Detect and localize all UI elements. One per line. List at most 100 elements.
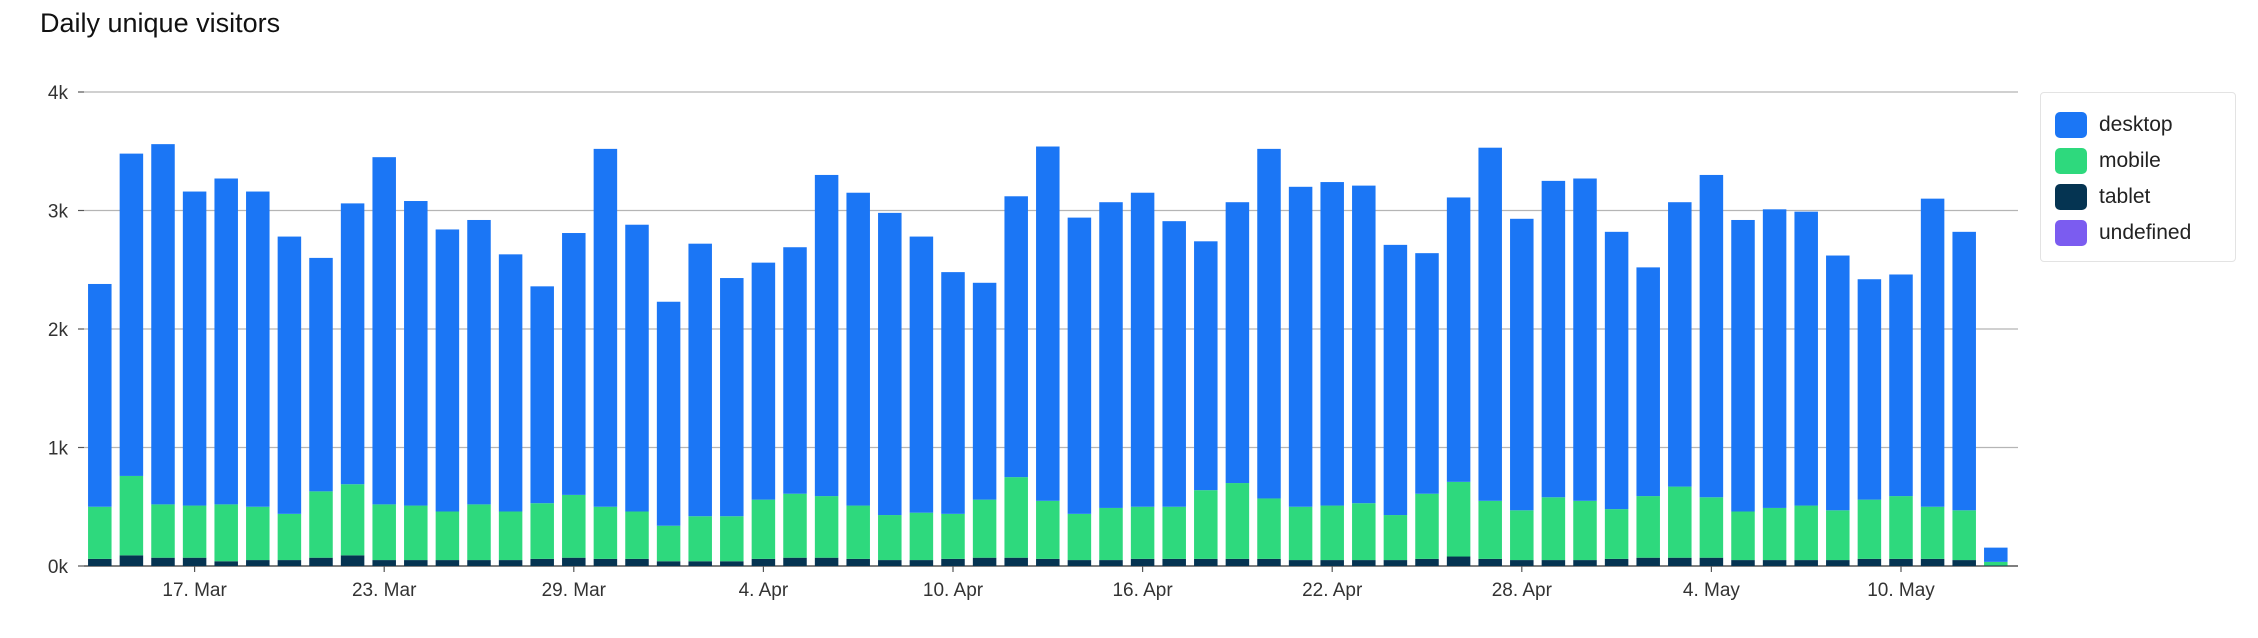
bar-segment-mobile[interactable] — [1541, 497, 1566, 561]
bar-segment-tablet[interactable] — [1794, 560, 1818, 566]
bar-segment-desktop[interactable] — [1225, 202, 1250, 484]
bar-segment-tablet[interactable] — [1636, 557, 1660, 566]
bar-segment-desktop[interactable] — [1130, 192, 1155, 507]
bar-segment-mobile[interactable] — [972, 499, 997, 558]
bar-segment-desktop[interactable] — [1794, 211, 1818, 506]
bar-segment-tablet[interactable] — [1162, 558, 1186, 566]
bar-segment-tablet[interactable] — [1004, 557, 1028, 566]
bar-segment-desktop[interactable] — [1762, 209, 1787, 508]
bar-segment-desktop[interactable] — [688, 243, 712, 517]
bar-segment-mobile[interactable] — [1636, 496, 1660, 558]
bar-segment-tablet[interactable] — [1699, 557, 1724, 566]
bar-segment-mobile[interactable] — [846, 505, 870, 559]
bar-segment-mobile[interactable] — [1099, 507, 1123, 561]
bar-segment-desktop[interactable] — [1826, 255, 1850, 511]
bar-segment-desktop[interactable] — [1036, 146, 1060, 501]
bar-segment-mobile[interactable] — [1320, 505, 1344, 561]
bar-segment-tablet[interactable] — [783, 557, 807, 566]
bar-segment-tablet[interactable] — [498, 560, 523, 566]
bar-segment-mobile[interactable] — [1699, 497, 1724, 558]
bar-segment-tablet[interactable] — [1478, 558, 1502, 566]
bar-segment-desktop[interactable] — [1067, 217, 1092, 514]
bar-segment-tablet[interactable] — [1857, 558, 1882, 566]
bar-segment-desktop[interactable] — [404, 201, 428, 506]
bar-segment-desktop[interactable] — [751, 262, 776, 500]
bar-segment-tablet[interactable] — [530, 558, 554, 566]
bar-segment-tablet[interactable] — [435, 560, 460, 566]
bar-segment-mobile[interactable] — [783, 493, 807, 558]
bar-segment-mobile[interactable] — [1668, 486, 1692, 558]
bar-segment-tablet[interactable] — [1920, 558, 1945, 566]
bar-segment-tablet[interactable] — [1762, 560, 1787, 566]
bar-segment-tablet[interactable] — [1952, 560, 1976, 566]
bar-segment-tablet[interactable] — [1099, 560, 1123, 566]
bar-segment-desktop[interactable] — [372, 157, 396, 505]
bar-segment-tablet[interactable] — [1257, 558, 1281, 566]
bar-segment-desktop[interactable] — [119, 153, 144, 476]
bar-segment-tablet[interactable] — [151, 557, 175, 566]
bar-segment-mobile[interactable] — [435, 511, 460, 561]
bar-segment-mobile[interactable] — [246, 506, 270, 561]
bar-segment-mobile[interactable] — [467, 504, 491, 561]
bar-segment-tablet[interactable] — [720, 561, 744, 566]
legend-item-undefined[interactable]: undefined — [2055, 215, 2235, 251]
bar-segment-desktop[interactable] — [1194, 241, 1218, 491]
bar-segment-desktop[interactable] — [1004, 196, 1028, 478]
bar-segment-desktop[interactable] — [1320, 182, 1344, 506]
bar-segment-mobile[interactable] — [1952, 510, 1976, 561]
bar-segment-desktop[interactable] — [530, 286, 554, 504]
bar-segment-tablet[interactable] — [1604, 558, 1629, 566]
bar-segment-mobile[interactable] — [1826, 510, 1850, 561]
bar-segment-desktop[interactable] — [467, 219, 491, 505]
bar-segment-tablet[interactable] — [814, 557, 839, 566]
bar-segment-desktop[interactable] — [1573, 178, 1597, 501]
bar-segment-tablet[interactable] — [1036, 558, 1060, 566]
bar-segment-mobile[interactable] — [1383, 515, 1408, 561]
bar-segment-tablet[interactable] — [846, 558, 870, 566]
bar-segment-tablet[interactable] — [1826, 560, 1850, 566]
bar-segment-desktop[interactable] — [1731, 219, 1755, 512]
bar-segment-tablet[interactable] — [878, 560, 902, 566]
bar-segment-tablet[interactable] — [309, 557, 333, 566]
bar-segment-tablet[interactable] — [909, 560, 934, 566]
bar-segment-mobile[interactable] — [1573, 500, 1597, 561]
bar-segment-mobile[interactable] — [1762, 507, 1787, 561]
bar-segment-mobile[interactable] — [625, 511, 649, 559]
bar-segment-tablet[interactable] — [1446, 556, 1471, 566]
bar-segment-tablet[interactable] — [562, 557, 586, 566]
bar-segment-mobile[interactable] — [814, 496, 839, 558]
bar-segment-desktop[interactable] — [1352, 185, 1376, 504]
bar-segment-tablet[interactable] — [88, 558, 112, 566]
bar-segment-mobile[interactable] — [1162, 506, 1186, 559]
bar-segment-mobile[interactable] — [1194, 490, 1218, 559]
bar-segment-tablet[interactable] — [688, 561, 712, 566]
bar-segment-tablet[interactable] — [1320, 560, 1344, 566]
bar-segment-mobile[interactable] — [309, 491, 333, 558]
bar-segment-tablet[interactable] — [1984, 565, 2008, 566]
bar-segment-desktop[interactable] — [846, 192, 870, 506]
bar-segment-mobile[interactable] — [1004, 477, 1028, 558]
bar-segment-mobile[interactable] — [1415, 493, 1439, 559]
legend-item-desktop[interactable]: desktop — [2055, 107, 2235, 143]
legend-item-tablet[interactable]: tablet — [2055, 179, 2235, 215]
bar-segment-desktop[interactable] — [246, 191, 270, 507]
bar-segment-tablet[interactable] — [372, 560, 396, 566]
bar-segment-desktop[interactable] — [1099, 202, 1123, 508]
bar-segment-desktop[interactable] — [1541, 180, 1566, 498]
bar-segment-desktop[interactable] — [909, 236, 934, 513]
bar-segment-mobile[interactable] — [688, 516, 712, 562]
bar-segment-tablet[interactable] — [1288, 560, 1313, 566]
bar-segment-tablet[interactable] — [1130, 558, 1155, 566]
bar-segment-mobile[interactable] — [593, 506, 618, 559]
bar-segment-mobile[interactable] — [1067, 513, 1092, 561]
bar-segment-mobile[interactable] — [1446, 481, 1471, 557]
bar-segment-mobile[interactable] — [751, 499, 776, 559]
bar-segment-mobile[interactable] — [1036, 500, 1060, 559]
bar-segment-tablet[interactable] — [1668, 557, 1692, 566]
bar-segment-mobile[interactable] — [404, 505, 428, 561]
bar-segment-desktop[interactable] — [182, 191, 207, 506]
bar-segment-mobile[interactable] — [1352, 503, 1376, 561]
bar-segment-tablet[interactable] — [1731, 560, 1755, 566]
bar-segment-tablet[interactable] — [119, 555, 144, 566]
bar-segment-desktop[interactable] — [656, 301, 681, 526]
